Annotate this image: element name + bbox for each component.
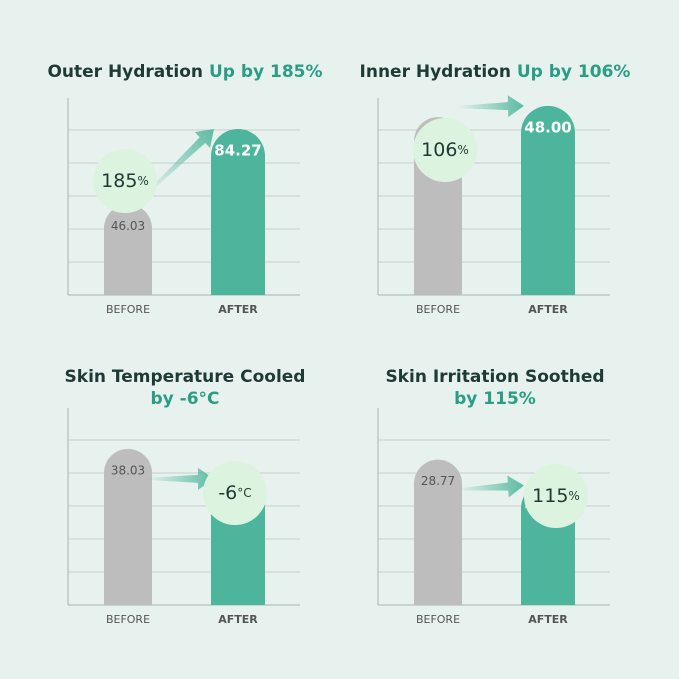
badge-text: 106% xyxy=(421,139,469,161)
bar xyxy=(521,105,575,295)
x-tick-label: AFTER xyxy=(218,303,258,316)
badge-unit: % xyxy=(568,489,579,503)
chart-title-highlight: by 115% xyxy=(454,389,536,409)
chart-title: Skin Temperature Cooled xyxy=(65,367,306,387)
title-highlight: Up by 185% xyxy=(209,62,323,82)
badge-unit: % xyxy=(457,143,468,157)
value-label: 46.03 xyxy=(111,219,145,233)
value-label: 28.77 xyxy=(421,474,455,488)
badge xyxy=(524,464,588,528)
chart-panel: Outer Hydration Up by 185% 46.03 BEFORE 84.… xyxy=(47,62,322,316)
value-label: 48.00 xyxy=(524,118,571,136)
x-tick-label: BEFORE xyxy=(106,303,150,316)
x-tick-label: AFTER xyxy=(528,303,568,316)
badge-unit: % xyxy=(137,174,148,188)
badge xyxy=(93,149,157,213)
badge xyxy=(203,461,267,525)
badge-unit: °C xyxy=(237,486,251,500)
x-tick-label: BEFORE xyxy=(416,303,460,316)
chart-title: Outer Hydration Up by 185% xyxy=(47,62,322,82)
bar xyxy=(104,204,152,295)
badge-text: 115% xyxy=(532,485,580,507)
chart-panel: Inner Hydration Up by 106%45.14BEFORE48.… xyxy=(360,62,631,316)
trend-arrow xyxy=(455,95,524,118)
x-tick-label: BEFORE xyxy=(416,613,460,626)
bar xyxy=(414,459,462,605)
title-main: Outer Hydration xyxy=(47,62,203,82)
x-tick-label: BEFORE xyxy=(106,613,150,626)
badge-value: -6 xyxy=(218,482,237,504)
title-main: Inner Hydration xyxy=(360,62,511,82)
badge xyxy=(413,118,477,182)
badge-value: 115 xyxy=(532,485,568,507)
trend-arrow xyxy=(145,467,214,490)
x-tick-label: AFTER xyxy=(218,613,258,626)
trend-arrow xyxy=(455,475,524,498)
badge-value: 106 xyxy=(421,139,457,161)
badge-value: 185 xyxy=(101,170,137,192)
x-tick-label: AFTER xyxy=(528,613,568,626)
title-highlight: Up by 106% xyxy=(517,62,631,82)
chart-title: Skin Irritation Soothed xyxy=(385,367,604,387)
badge-text: -6°C xyxy=(218,482,251,504)
trend-arrow xyxy=(145,128,214,196)
bar xyxy=(104,448,152,605)
value-label: 84.27 xyxy=(214,141,261,159)
chart-title: Inner Hydration Up by 106% xyxy=(360,62,631,82)
badge-text: 185% xyxy=(101,170,149,192)
chart-title-highlight: by -6°C xyxy=(150,389,219,409)
bar xyxy=(211,129,265,295)
value-label: 38.03 xyxy=(111,463,145,477)
